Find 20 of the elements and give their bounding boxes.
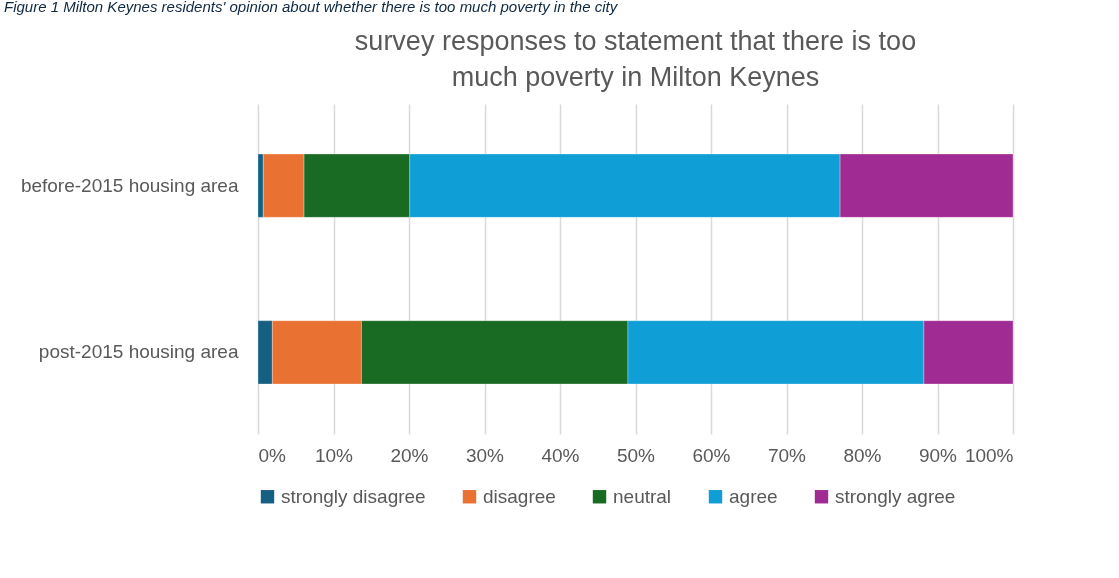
y-tick-label: before-2015 housing area <box>20 174 239 196</box>
legend-label: neutral <box>613 485 672 507</box>
legend-label: strongly agree <box>835 485 956 507</box>
x-tick-label: 100% <box>964 444 1014 466</box>
x-tick-label: 0% <box>258 444 287 466</box>
caption: Figure 1 Milton Keynes residents' opinion about whether there is too much poverty in the city <box>3 0 619 17</box>
chart-title: survey responses to statement that there is too much poverty in Milton Keynes <box>354 26 917 92</box>
x-tick-label: 10% <box>314 444 354 466</box>
x-tick-label: 50% <box>616 444 656 466</box>
x-tick-label: 90% <box>918 444 958 466</box>
x-tick-label: 80% <box>843 444 882 466</box>
legend-label: agree <box>729 485 778 507</box>
legend-label: strongly disagree <box>281 485 426 507</box>
x-tick-label: 40% <box>541 444 580 466</box>
x-tick-label: 20% <box>390 444 429 466</box>
x-tick-label: 60% <box>692 444 731 466</box>
y-tick-label: post-2015 housing area <box>38 341 239 363</box>
x-tick-label: 30% <box>465 444 505 466</box>
legend-label: disagree <box>483 485 556 507</box>
x-tick-label: 70% <box>767 444 807 466</box>
